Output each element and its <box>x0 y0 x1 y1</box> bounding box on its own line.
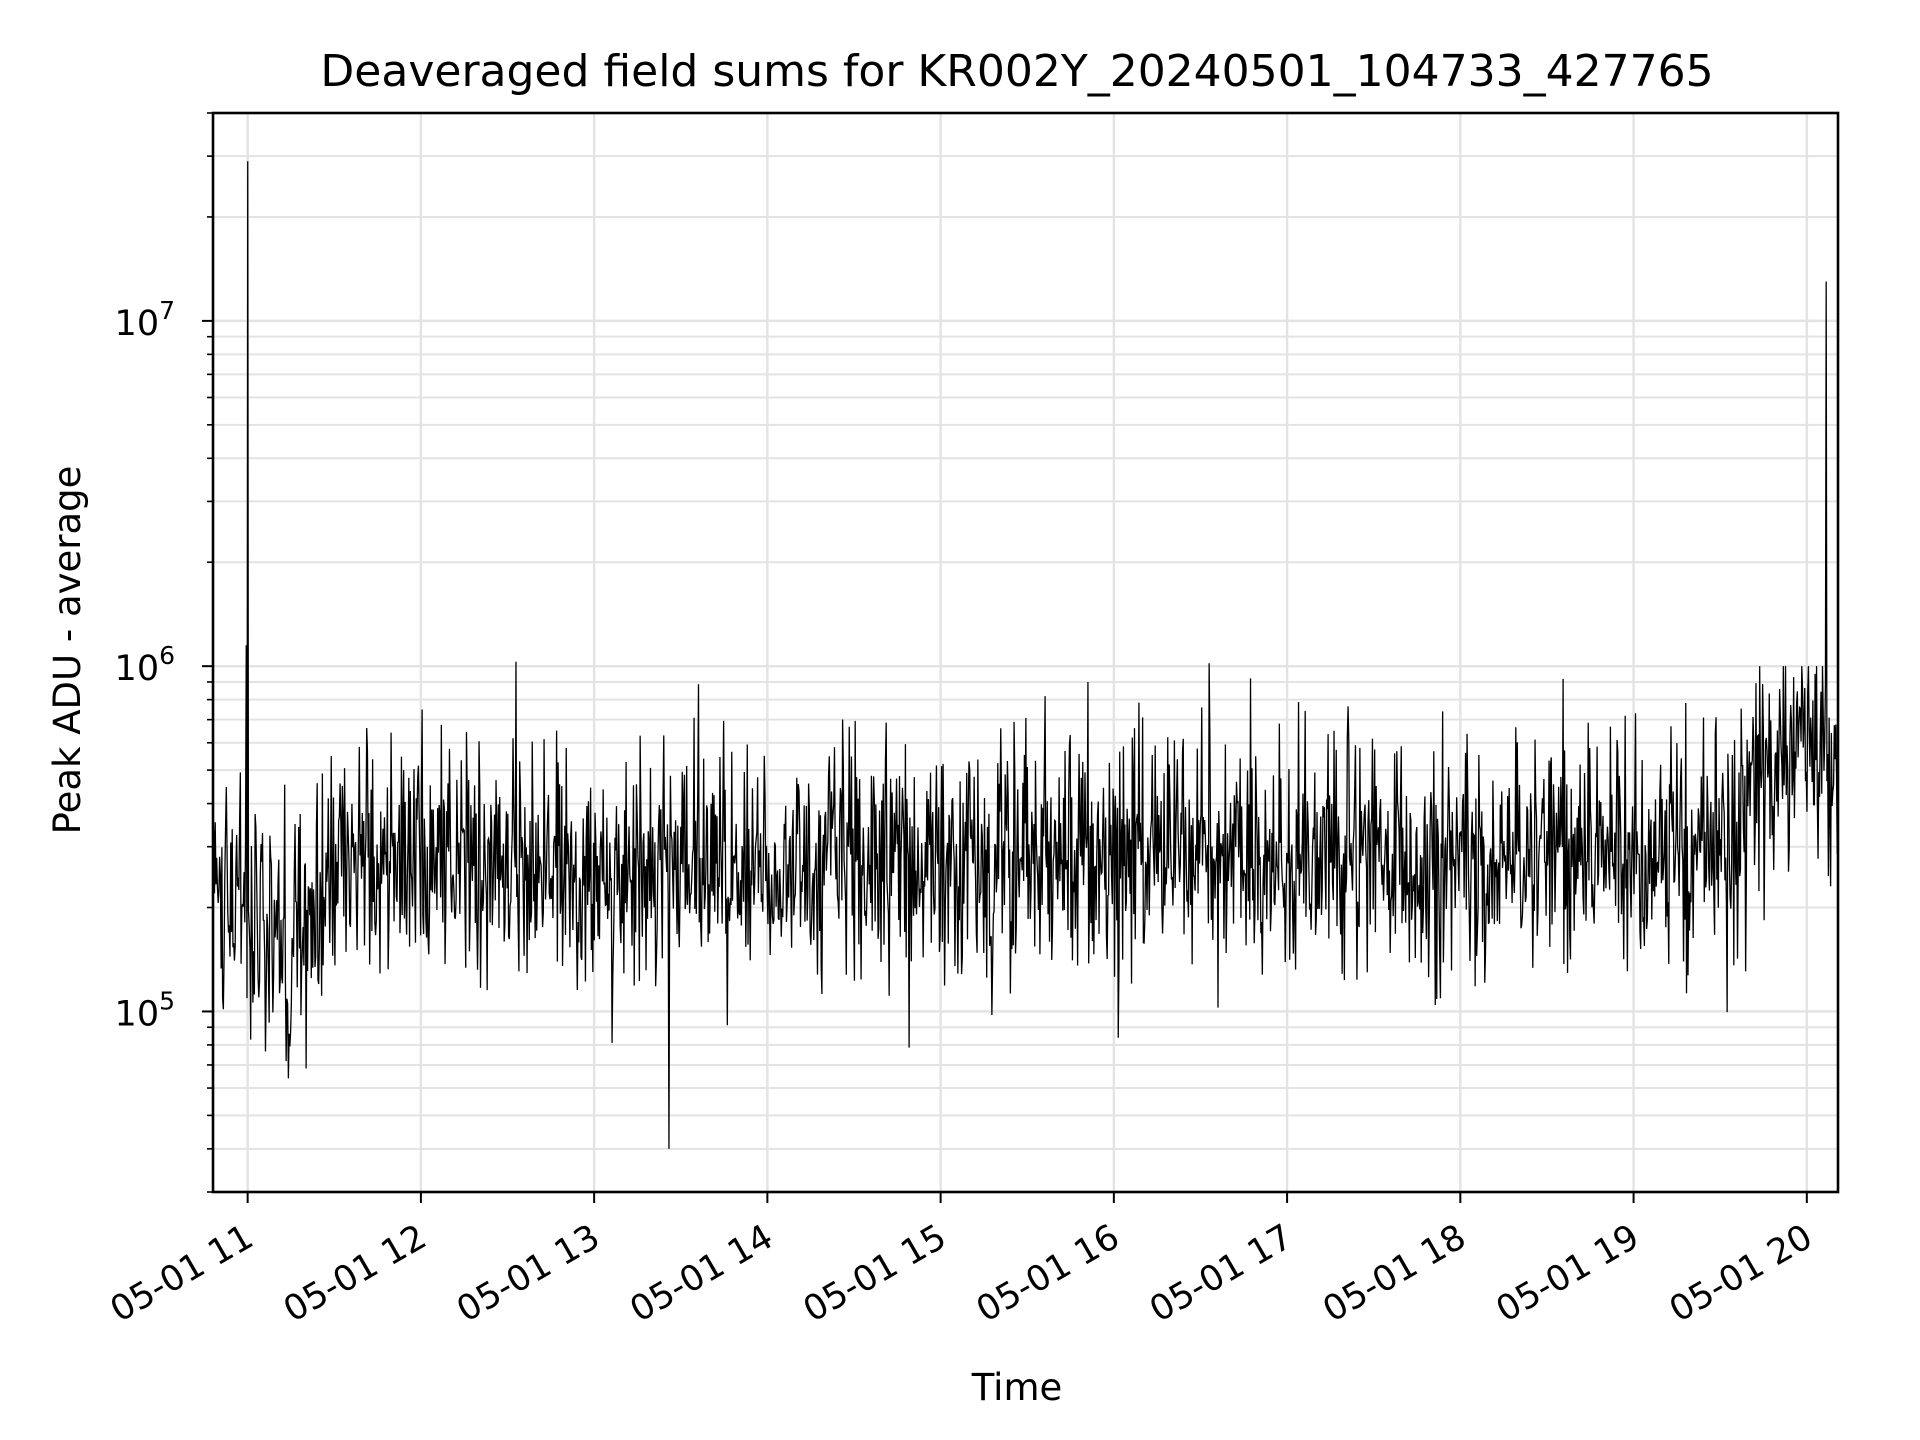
grid <box>213 112 1838 1193</box>
plot-frame <box>211 111 1840 1194</box>
x-tick-label: 05-01 20 <box>1663 1217 1819 1330</box>
y-tick-label: 105 <box>115 986 175 1034</box>
x-tick-label: 05-01 16 <box>970 1217 1126 1330</box>
x-tick-label: 05-01 18 <box>1317 1217 1473 1330</box>
x-tick-label: 05-01 17 <box>1143 1217 1299 1330</box>
x-tick-label: 05-01 14 <box>624 1217 780 1330</box>
series-line <box>212 161 1839 1149</box>
y-tick-label: 106 <box>115 641 175 689</box>
x-tick-label: 05-01 19 <box>1490 1217 1646 1330</box>
x-axis: 05-01 11 05-01 12 05-01 13 05-01 14 05-01 15… <box>104 1192 1819 1330</box>
x-axis-label: Time <box>971 1366 1063 1409</box>
x-tick-label: 05-01 13 <box>450 1217 606 1330</box>
x-tick-label: 05-01 12 <box>277 1217 433 1330</box>
y-tick-label: 107 <box>115 296 175 344</box>
y-axis-label: Peak ADU - average <box>46 466 89 835</box>
y-axis: 105 106 107 <box>115 112 213 1193</box>
chart-title: Deaveraged field sums for KR002Y_2024050… <box>320 46 1713 97</box>
x-tick-label: 05-01 11 <box>104 1217 260 1330</box>
series-layer <box>212 161 1839 1149</box>
x-tick-label: 05-01 15 <box>797 1217 953 1330</box>
